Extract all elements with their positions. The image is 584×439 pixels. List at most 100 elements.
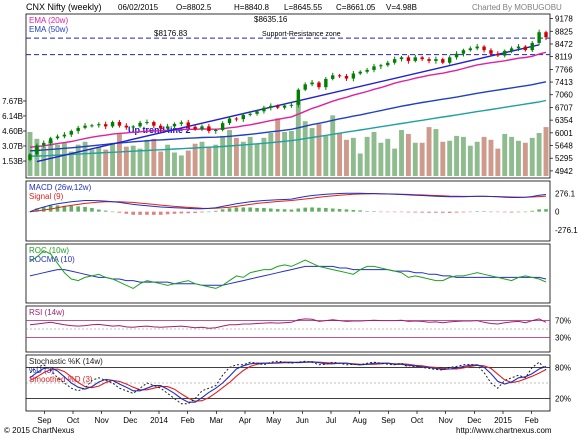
candle-body	[124, 125, 129, 128]
macd-histogram-bar	[41, 206, 46, 212]
volume-bar	[454, 135, 460, 176]
macd-histogram-bar	[282, 209, 287, 212]
candle-body	[179, 122, 184, 124]
price-tick-label: 6001	[555, 129, 573, 138]
candle-body	[475, 46, 479, 49]
macd-histogram-bar	[310, 207, 314, 212]
candle-body	[379, 65, 383, 67]
macd-histogram-bar	[358, 210, 363, 212]
volume-bar	[516, 140, 521, 176]
macd-histogram-bar	[489, 211, 493, 213]
candle-body	[193, 126, 197, 130]
price-tick-label: 9178	[555, 15, 573, 24]
volume-bar	[55, 144, 60, 176]
volume-bar	[405, 133, 411, 176]
macd-histogram-bar	[179, 211, 184, 214]
macd-histogram-bar	[103, 210, 108, 212]
price-tick-label: 6354	[555, 116, 573, 125]
candle-body	[503, 50, 507, 56]
candle-body	[344, 76, 349, 79]
price-tick-label: 4942	[555, 167, 573, 176]
ema-long-line	[29, 99, 547, 157]
legend-roc: ROC (10w)	[29, 246, 69, 255]
price-tick-label: 7766	[555, 65, 573, 74]
volume-bar	[426, 127, 432, 176]
candle-body	[275, 105, 280, 108]
volume-bar	[419, 142, 425, 176]
candle-body	[489, 50, 493, 54]
candle-body	[117, 122, 122, 126]
stoch-k-line	[29, 360, 547, 405]
macd-histogram-bar	[90, 207, 94, 212]
macd-histogram-bar	[193, 211, 197, 214]
footer-copyright: © 2015 ChartNexus	[4, 426, 74, 435]
price-tick-label: 8825	[555, 27, 573, 36]
candle-body	[365, 69, 369, 72]
volume-bar	[509, 136, 515, 176]
x-tick-label: Mar	[209, 416, 223, 425]
macd-histogram-bar	[344, 209, 349, 212]
volume-bar	[61, 142, 67, 176]
candle-body	[434, 59, 438, 61]
candle-body	[28, 154, 32, 160]
level-high-label: $8635.16	[254, 15, 288, 24]
volume-bar	[130, 145, 136, 176]
volume-bar	[364, 136, 370, 176]
macd-histogram-bar	[158, 211, 163, 215]
candle-body	[331, 75, 335, 79]
macd-histogram-bar	[289, 209, 294, 212]
candle-body	[351, 73, 356, 79]
candle-body	[468, 48, 473, 51]
x-tick-label: Feb	[181, 416, 195, 425]
macd-tick-label: 276.1	[555, 189, 576, 198]
trend-line-label: Up trend line 2	[128, 125, 191, 135]
candle-body	[303, 84, 307, 90]
legend-rocma: ROCMA (10)	[29, 255, 75, 264]
candle-body	[441, 59, 445, 63]
volume-bar	[323, 135, 329, 176]
price-tick-label: 8472	[555, 40, 573, 49]
ohlc-open: O=8802.5	[176, 3, 212, 12]
candle-body	[310, 82, 314, 85]
candle-body	[159, 125, 163, 129]
volume-bar	[41, 146, 47, 176]
x-tick-label: May	[266, 416, 281, 425]
macd-histogram-bar	[227, 208, 232, 212]
volume-bar	[488, 139, 494, 176]
candle-body	[145, 122, 149, 124]
legend-stoch-sd: Smoothed %D (3)	[29, 375, 93, 384]
candle-body	[131, 126, 135, 128]
macd-histogram-bar	[296, 208, 301, 212]
candle-body	[214, 129, 218, 132]
macd-histogram-bar	[83, 206, 87, 212]
macd-histogram-bar	[241, 207, 246, 212]
candle-body	[413, 57, 417, 61]
macd-histogram-bar	[516, 211, 521, 213]
volume-bar	[433, 129, 439, 176]
volume-bar	[330, 115, 336, 176]
candle-body	[461, 50, 466, 54]
volume-bar	[502, 133, 508, 176]
macd-histogram-bar	[207, 211, 211, 213]
macd-histogram-bar	[385, 211, 390, 213]
ohlc-low: L=8645.55	[284, 3, 323, 12]
candle-body	[516, 46, 521, 49]
candle-body	[282, 105, 287, 108]
legend-signal: Signal (9)	[29, 192, 64, 201]
candle-body	[537, 32, 541, 43]
macd-histogram-bar	[537, 209, 541, 212]
macd-histogram-bar	[427, 211, 431, 213]
candle-body	[152, 122, 156, 126]
candle-body	[509, 48, 514, 51]
macd-histogram-bar	[399, 211, 404, 213]
macd-histogram-bar	[255, 207, 259, 212]
x-tick-label: Aug	[353, 416, 367, 425]
candle-body	[227, 118, 232, 124]
x-tick-label: Nov	[439, 416, 453, 425]
macd-histogram-bar	[441, 211, 445, 213]
volume-bar	[344, 139, 349, 176]
volume-bar	[460, 136, 466, 176]
legend-macd: MACD (26w,12w)	[29, 183, 92, 192]
volume-bar	[103, 149, 109, 176]
legend-ema50: EMA (50w)	[29, 25, 68, 34]
